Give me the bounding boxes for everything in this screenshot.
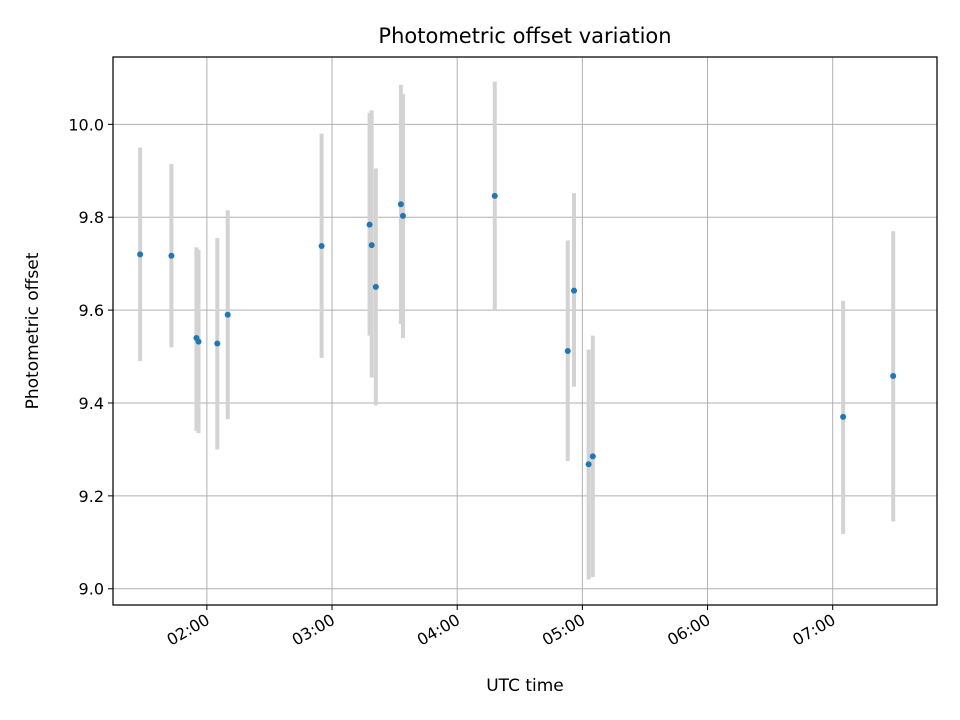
y-tick-label-1: 9.2	[79, 487, 104, 506]
y-tick-label-4: 9.8	[79, 208, 104, 227]
data-point-6	[318, 243, 325, 250]
data-point-9	[372, 283, 379, 290]
grid	[113, 57, 937, 605]
data-point-5	[224, 311, 231, 318]
y-axis-label: Photometric offset	[23, 252, 43, 409]
data-point-13	[564, 347, 571, 354]
data-point-3	[195, 338, 202, 345]
y-tick-label-0: 9.0	[79, 580, 104, 599]
data-point-1	[168, 252, 175, 259]
data-point-18	[890, 373, 897, 380]
data-point-11	[399, 212, 406, 219]
y-tick-label-2: 9.4	[79, 394, 104, 413]
plot-frame	[112, 56, 938, 606]
data-point-10	[397, 201, 404, 208]
chart-title: Photometric offset variation	[378, 24, 671, 48]
data-point-12	[491, 192, 498, 199]
data-point-17	[840, 413, 847, 420]
data-points	[137, 192, 897, 468]
data-point-14	[571, 287, 578, 294]
data-point-16	[589, 453, 596, 460]
data-point-4	[214, 340, 221, 347]
y-axis: 9.0 9.2 9.4 9.6 9.8 10.0	[68, 115, 113, 599]
y-tick-label-3: 9.6	[79, 301, 104, 320]
data-point-15	[585, 461, 592, 468]
x-axis-label: UTC time	[486, 676, 564, 696]
data-point-0	[137, 251, 144, 258]
y-tick-label-5: 10.0	[68, 115, 104, 134]
data-point-8	[368, 242, 375, 249]
data-point-7	[366, 221, 373, 228]
